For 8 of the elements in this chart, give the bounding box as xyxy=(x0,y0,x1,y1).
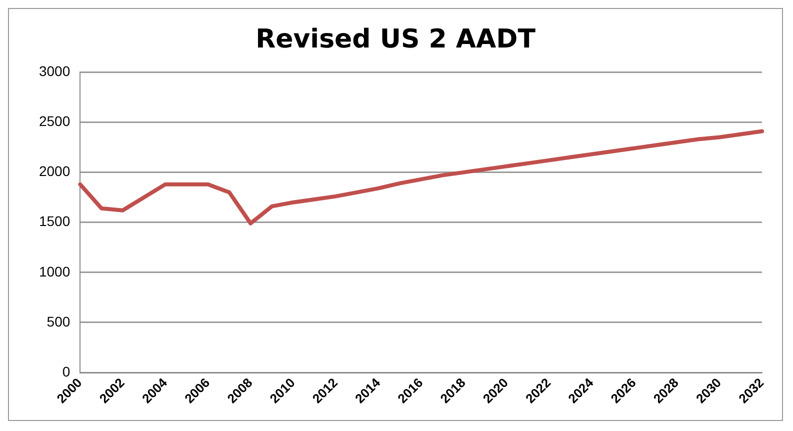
y-tick-label: 0 xyxy=(62,363,70,380)
y-tick-label: 500 xyxy=(46,313,70,330)
y-tick-label: 3000 xyxy=(38,63,70,80)
y-tick-label: 1000 xyxy=(38,263,70,280)
y-tick-label: 2000 xyxy=(38,163,70,180)
y-tick-label: 2500 xyxy=(38,113,70,130)
chart-title: Revised US 2 AADT xyxy=(256,24,536,54)
y-tick-label: 1500 xyxy=(38,213,70,230)
